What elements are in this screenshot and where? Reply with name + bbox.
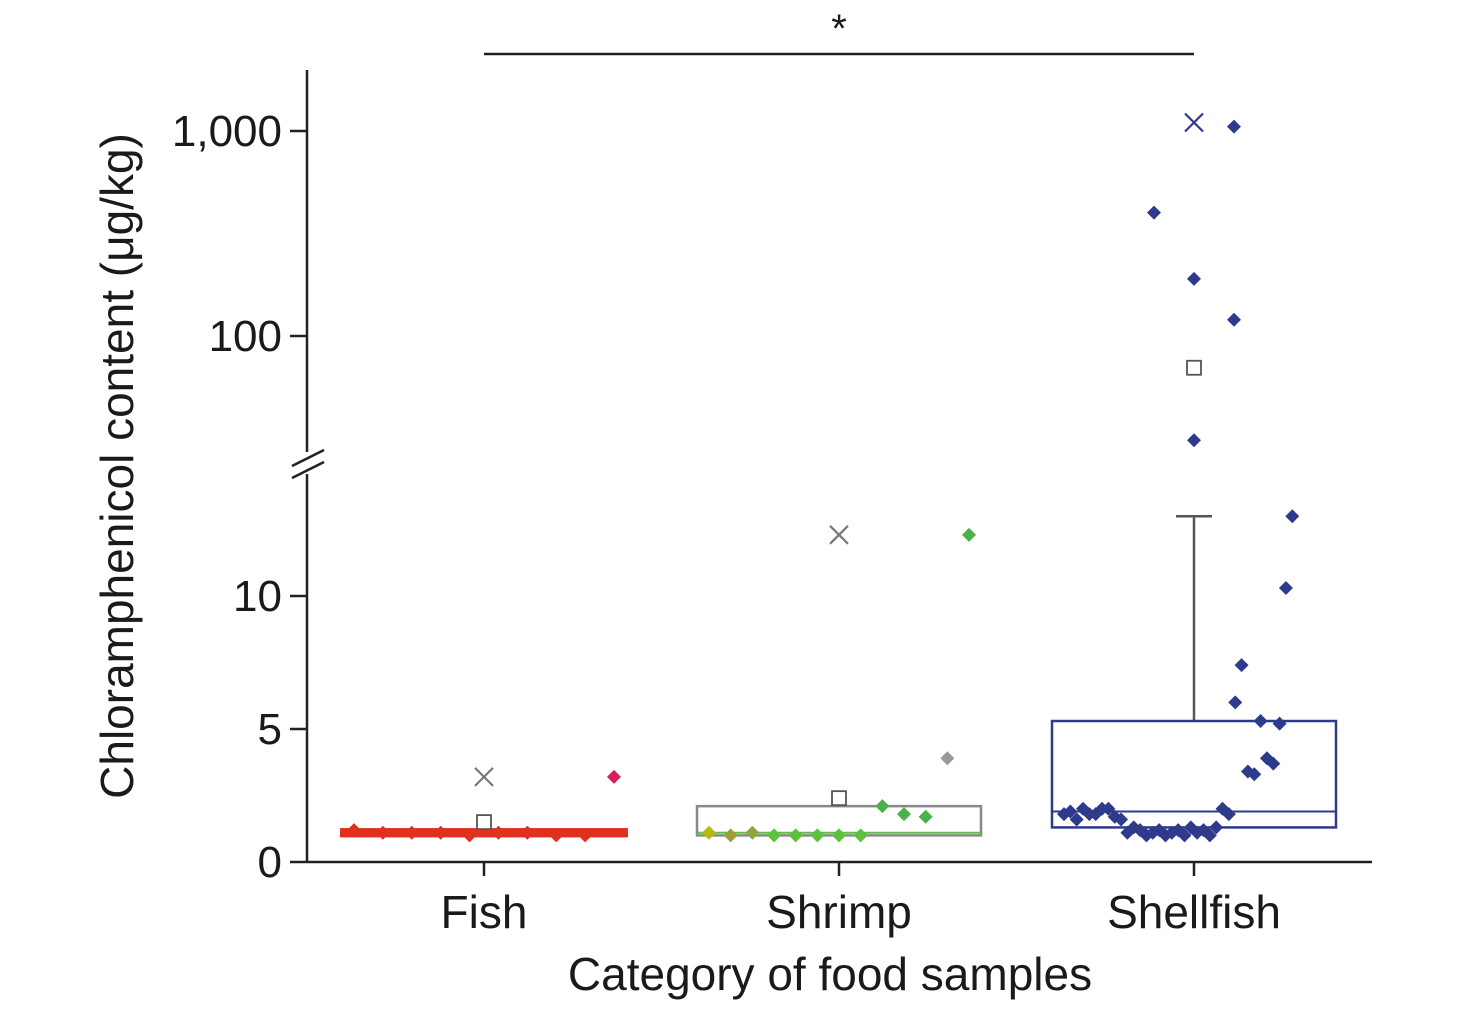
x-axis-categories: Fish Shrimp Shellfish — [441, 862, 1281, 938]
shellfish-point — [1228, 695, 1243, 710]
shellfish-point — [1227, 119, 1241, 134]
shellfish-point — [1187, 433, 1201, 448]
significance-label: * — [831, 7, 847, 51]
shellfish-point — [1272, 716, 1287, 731]
fish-max-marker — [474, 767, 494, 787]
shellfish-point — [1147, 205, 1161, 220]
shellfish-point — [1114, 812, 1129, 827]
fish-point — [462, 828, 477, 843]
shrimp-point — [832, 828, 846, 843]
fish-point — [375, 825, 390, 840]
shellfish-point — [1101, 801, 1116, 816]
fish-point — [578, 828, 593, 843]
shrimp-point — [702, 825, 716, 840]
shellfish-point — [1202, 828, 1217, 843]
x-axis-title: Category of food samples — [568, 948, 1092, 1000]
shrimp-point — [918, 809, 933, 824]
fish-point — [404, 825, 419, 840]
x-tick-label-fish: Fish — [441, 886, 528, 938]
shrimp-point — [723, 828, 738, 843]
data-points — [347, 119, 1300, 843]
shellfish-point — [1069, 812, 1084, 827]
shrimp-point — [897, 807, 911, 822]
shrimp-point — [810, 828, 825, 843]
shellfish-point — [1209, 820, 1224, 835]
shellfish-point — [1227, 312, 1241, 327]
fish-mean-marker — [476, 814, 492, 830]
fish-point — [433, 825, 448, 840]
shellfish-mean-marker — [1186, 359, 1202, 376]
axis-break-mark — [290, 448, 326, 480]
shrimp-point — [788, 828, 803, 843]
fish-point — [347, 823, 361, 838]
shrimp-max-marker — [829, 525, 849, 545]
shellfish-point — [1247, 767, 1262, 782]
shellfish-point — [1063, 804, 1078, 819]
shrimp-point — [767, 828, 781, 843]
y-axis-title: Chloramphenicol content (μg/kg) — [91, 133, 143, 799]
y-tick-label: 5 — [258, 705, 282, 754]
shellfish-point — [1187, 271, 1201, 286]
shrimp-point — [745, 825, 760, 840]
shellfish-point — [1266, 756, 1281, 771]
shrimp-point — [853, 828, 868, 843]
shrimp-point — [940, 751, 955, 766]
shellfish-point — [1177, 828, 1192, 843]
box-plots — [340, 112, 1338, 838]
shellfish-point — [1278, 581, 1293, 596]
significance-bracket: * — [484, 7, 1194, 56]
fish-point — [549, 828, 564, 843]
y-tick-label: 100 — [209, 312, 282, 361]
shellfish-point — [1253, 714, 1268, 729]
shrimp-point — [875, 799, 890, 814]
fish-point — [491, 825, 506, 840]
shellfish-point — [1221, 807, 1236, 822]
fish-point — [607, 769, 621, 784]
x-tick-label-shellfish: Shellfish — [1107, 886, 1281, 938]
shellfish-max-marker — [1184, 112, 1204, 133]
fish-point — [520, 825, 535, 840]
shrimp-mean-marker — [831, 790, 847, 807]
y-tick-label: 0 — [258, 838, 282, 887]
shellfish-point — [1234, 658, 1249, 673]
y-tick-label: 1,000 — [172, 107, 282, 156]
y-axis-ticks: 0 5 10 100 1,000 — [172, 107, 307, 887]
shrimp-point — [962, 527, 976, 542]
x-tick-label-shrimp: Shrimp — [766, 886, 912, 938]
shellfish-point — [1285, 509, 1300, 524]
y-tick-label: 10 — [233, 572, 282, 621]
